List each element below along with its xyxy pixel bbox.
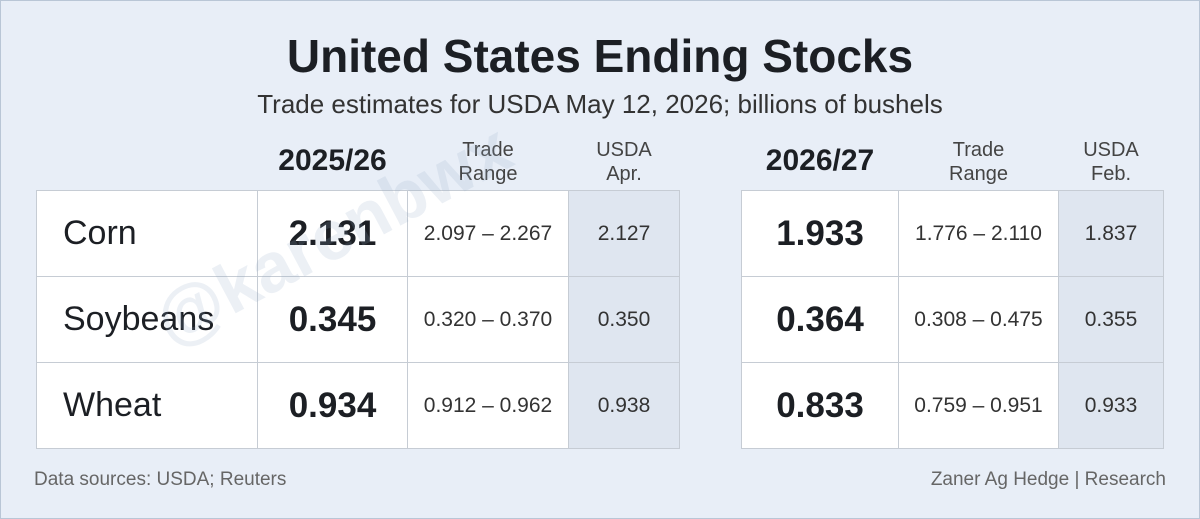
source-note: Data sources: USDA; Reuters — [34, 469, 287, 490]
table-cell: 0.350 — [568, 276, 680, 363]
usda-value: 0.355 — [1084, 307, 1138, 331]
table-cell: 0.833 — [741, 362, 899, 449]
column-header: Trade Range — [407, 138, 569, 186]
trade-range: 0.912 – 0.962 — [423, 393, 553, 417]
table-cell: 0.364 — [741, 276, 899, 363]
trade-range: 1.776 – 2.110 — [915, 221, 1042, 245]
table-cell: 0.308 – 0.475 — [898, 276, 1059, 363]
column-header: USDA Apr. — [568, 138, 680, 186]
table-cell: 2.097 – 2.267 — [407, 190, 569, 277]
estimate: 0.364 — [776, 299, 864, 339]
table-cell: 1.933 — [741, 190, 899, 277]
trade-range: 0.320 – 0.370 — [423, 307, 553, 331]
title: United States Ending Stocks — [286, 30, 914, 82]
estimate: 1.933 — [776, 213, 864, 253]
estimate: 0.345 — [288, 299, 377, 339]
trade-range: 0.759 – 0.951 — [914, 393, 1043, 417]
table-cell: 1.776 – 2.110 — [898, 190, 1059, 277]
trade-range: 0.308 – 0.475 — [914, 307, 1043, 331]
estimate: 0.833 — [776, 385, 864, 425]
credit: Zaner Ag Hedge | Research — [930, 469, 1166, 490]
table-cell: 0.912 – 0.962 — [407, 362, 569, 449]
usda-value: 0.350 — [597, 307, 651, 331]
estimate: 0.934 — [288, 385, 377, 425]
header-line: Trade — [952, 139, 1005, 161]
table-cell: 0.938 — [568, 362, 680, 449]
table-cell: 0.759 – 0.951 — [898, 362, 1059, 449]
usda-value: 2.127 — [597, 221, 651, 245]
row-label: Wheat — [36, 362, 258, 449]
header-line: Range — [458, 163, 518, 185]
table-cell: 2.127 — [568, 190, 680, 277]
subtitle: Trade estimates for USDA May 12, 2026; b… — [257, 89, 943, 119]
usda-value: 0.938 — [597, 393, 651, 417]
estimate: 2.131 — [288, 213, 377, 253]
column-header-year: 2026/27 — [765, 144, 875, 177]
table-cell: 0.320 – 0.370 — [407, 276, 569, 363]
column-header-year: 2025/26 — [278, 144, 387, 177]
header-line: USDA — [596, 139, 652, 161]
header-line: Apr. — [606, 163, 642, 185]
table-cell: 0.355 — [1058, 276, 1164, 363]
table-cell: 0.934 — [257, 362, 408, 449]
header-line: USDA — [1083, 139, 1139, 161]
usda-value: 1.837 — [1084, 221, 1138, 245]
table-cell: 1.837 — [1058, 190, 1164, 277]
usda-value: 0.933 — [1084, 393, 1138, 417]
header-line: Range — [949, 163, 1008, 185]
table-cell: 0.933 — [1058, 362, 1164, 449]
row-label: Corn — [36, 190, 258, 277]
column-header: USDA Feb. — [1058, 138, 1164, 186]
header-line: Trade — [462, 139, 514, 161]
header-line: Feb. — [1090, 163, 1132, 185]
trade-range: 2.097 – 2.267 — [423, 221, 553, 245]
column-header: Trade Range — [898, 138, 1059, 186]
